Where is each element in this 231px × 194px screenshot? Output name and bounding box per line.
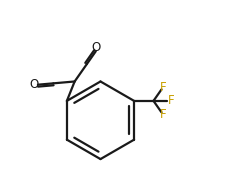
Text: F: F: [159, 81, 166, 94]
Text: O: O: [91, 41, 100, 54]
Text: O: O: [29, 78, 38, 91]
Text: F: F: [159, 108, 166, 121]
Text: F: F: [167, 94, 173, 107]
